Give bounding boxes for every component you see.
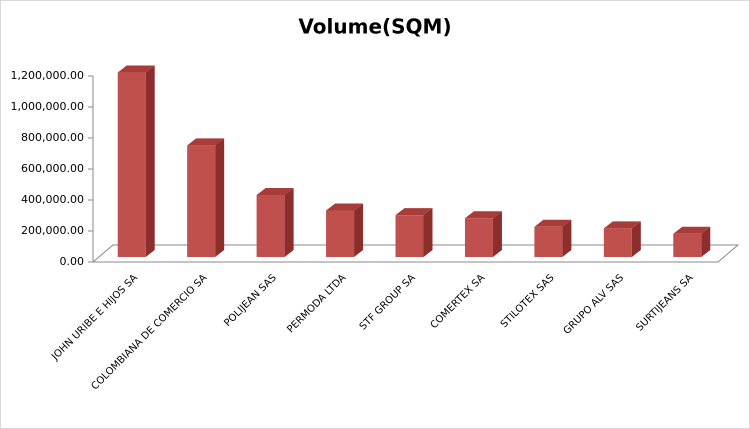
bar-side xyxy=(631,221,641,257)
bar-top xyxy=(603,221,641,229)
bar-top xyxy=(395,208,433,216)
bar xyxy=(673,233,702,257)
y-tick-label: 600,000.00 xyxy=(21,162,84,175)
bar-top xyxy=(464,211,502,219)
bar-side xyxy=(562,219,572,257)
bar-side xyxy=(492,211,502,257)
bar xyxy=(117,72,146,257)
y-tick-label: 400,000.00 xyxy=(21,193,84,206)
y-tick-label: 0.00 xyxy=(60,255,85,268)
bar xyxy=(187,145,216,257)
bar-top xyxy=(326,203,364,211)
bar-side xyxy=(701,226,711,257)
bar xyxy=(256,195,285,257)
chart-title: Volume(SQM) xyxy=(298,15,451,39)
bar xyxy=(603,228,632,257)
y-tick-label: 1,200,000.00 xyxy=(11,69,84,82)
bar-top xyxy=(187,138,225,146)
bar-top xyxy=(673,226,711,234)
bar-top xyxy=(256,188,294,195)
bar-side xyxy=(284,188,294,257)
bar-side xyxy=(423,208,433,257)
bar xyxy=(534,226,563,257)
y-tick-label: 200,000.00 xyxy=(21,224,84,237)
bar-side xyxy=(145,65,155,257)
y-tick-label: 800,000.00 xyxy=(21,131,84,144)
bar-side xyxy=(215,138,225,257)
bar-top xyxy=(534,219,572,227)
y-tick-label: 1,000,000.00 xyxy=(11,100,84,113)
bar-top xyxy=(117,65,155,73)
bar-side xyxy=(354,203,364,257)
bar xyxy=(464,218,493,257)
bar xyxy=(326,210,355,257)
bar xyxy=(395,215,424,257)
